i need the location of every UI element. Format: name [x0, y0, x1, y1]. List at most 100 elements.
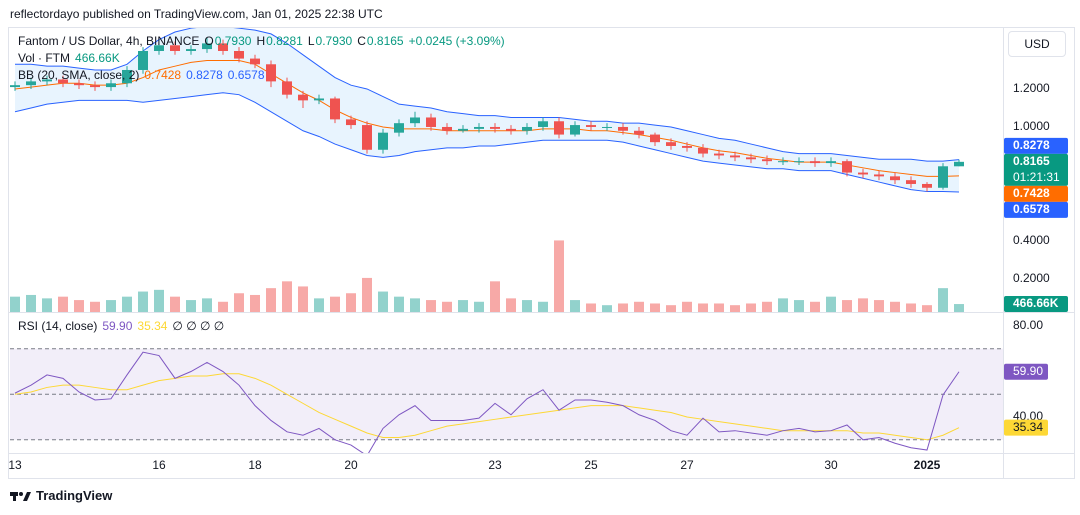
candle-body [282, 81, 292, 95]
rsi-badge-label: 35.34 [1013, 420, 1043, 434]
candle-body [298, 94, 308, 101]
rsi-line [14, 351, 960, 453]
candle-body [522, 126, 532, 131]
ohlc-value: 0.7930 [315, 34, 353, 48]
candle-body [154, 45, 164, 51]
volume-bar [282, 281, 292, 312]
price-badge-label: 0.7428 [1013, 186, 1050, 200]
x-tick-label: 18 [248, 458, 262, 472]
candle-body [858, 172, 868, 175]
price-badge-label: 0.6578 [1013, 202, 1050, 216]
candle-body [378, 132, 388, 150]
x-tick-label: 27 [680, 458, 694, 472]
rsi-badge [1004, 363, 1048, 380]
volume-bar [250, 294, 260, 312]
ohlc-key: L [307, 34, 315, 48]
volume-bar [170, 296, 180, 312]
candle-body [106, 83, 116, 88]
rsi-pane [10, 348, 1003, 453]
candle-body [746, 157, 756, 160]
volume-bar [634, 301, 644, 312]
footer: TradingView [10, 488, 112, 503]
candle-body [682, 145, 692, 148]
ohlc-key: H [256, 34, 266, 48]
volume-bar [74, 300, 84, 312]
volume-bar [906, 303, 916, 312]
volume-value: 466.66K [75, 51, 120, 65]
volume-bar [682, 301, 692, 312]
volume-bar [442, 301, 452, 312]
volume-bar [794, 300, 804, 312]
candle-body [954, 161, 964, 167]
rsi-badge [1004, 419, 1048, 436]
axes: 13 16 18 20 23 25 27 30 2025 1.2000 1.0000 0.4000 0.… [8, 81, 1068, 472]
volume-bar [714, 303, 724, 312]
volume-bar [778, 298, 788, 312]
ohlc-value: 0.7930 [214, 34, 252, 48]
candle-body [42, 79, 52, 82]
brand: TradingView [36, 488, 113, 503]
legend-bb: BB (20, SMA, close, 2) 0.7428 0.8278 0.6… [18, 68, 265, 82]
candle-body [170, 45, 180, 51]
price-badge-label: 0.8165 [1013, 154, 1050, 168]
y-tick-label: 1.0000 [1013, 119, 1050, 133]
rsi-ma-value: 35.34 [137, 319, 168, 333]
byline: reflectordayo published on TradingView.c… [10, 7, 383, 21]
countdown: 01:21:31 [1013, 170, 1060, 184]
y-tick-label: 0.2000 [1013, 271, 1050, 285]
volume-bar [122, 296, 132, 312]
currency-button[interactable]: USD [1008, 31, 1066, 57]
candle-body [10, 85, 20, 88]
candle-body [778, 161, 788, 163]
candle-body [650, 134, 660, 143]
volume-bar [26, 294, 36, 312]
candle-body [442, 126, 452, 131]
bb-value: 0.7428 [144, 68, 182, 82]
volume-bar [202, 298, 212, 312]
candle-body [474, 126, 484, 129]
volume-badge [1004, 296, 1068, 312]
volume-bar [394, 296, 404, 312]
candle-body [506, 128, 516, 131]
volume-bar [890, 301, 900, 312]
volume-badge-label: 466.66K [1013, 296, 1059, 310]
price-badge [1004, 137, 1068, 154]
candle-body [730, 155, 740, 158]
price-pane [10, 28, 964, 312]
candle-body [346, 119, 356, 126]
candle-body [874, 174, 884, 177]
candle-body [90, 85, 100, 88]
candle-body [202, 43, 212, 50]
volume-bar [762, 301, 772, 312]
candle-body [458, 128, 468, 131]
candle-body [394, 123, 404, 133]
volume-bar [154, 289, 164, 312]
volume-bar [490, 281, 500, 312]
volume-bar [506, 298, 516, 312]
volume-name: Vol · FTM [18, 51, 71, 65]
candle-body [586, 125, 596, 127]
volume-bar [218, 301, 228, 312]
logo [10, 491, 31, 501]
candle-body [490, 126, 500, 129]
volume-bar [730, 305, 740, 312]
rsi-name: RSI (14, close) [18, 319, 98, 333]
volume-bar [538, 301, 548, 312]
volume-bar [266, 288, 276, 312]
volume-bar [570, 300, 580, 312]
candle-body [122, 69, 132, 84]
price-badge [1004, 153, 1068, 186]
candle-body [362, 125, 372, 150]
volume-bar [586, 303, 596, 312]
candle-body [58, 79, 68, 84]
legend-main: Fantom / US Dollar, 4h, BINANCE O 0.7930 … [18, 34, 505, 48]
volume-bar [842, 300, 852, 312]
y-tick-label: 1.2000 [1013, 81, 1050, 95]
volume-bar [330, 296, 340, 312]
x-tick-label: 2025 [914, 458, 941, 472]
volume-bar [106, 300, 116, 312]
candle-body [762, 159, 772, 162]
volume-bar [650, 303, 660, 312]
volume-bar [234, 293, 244, 312]
